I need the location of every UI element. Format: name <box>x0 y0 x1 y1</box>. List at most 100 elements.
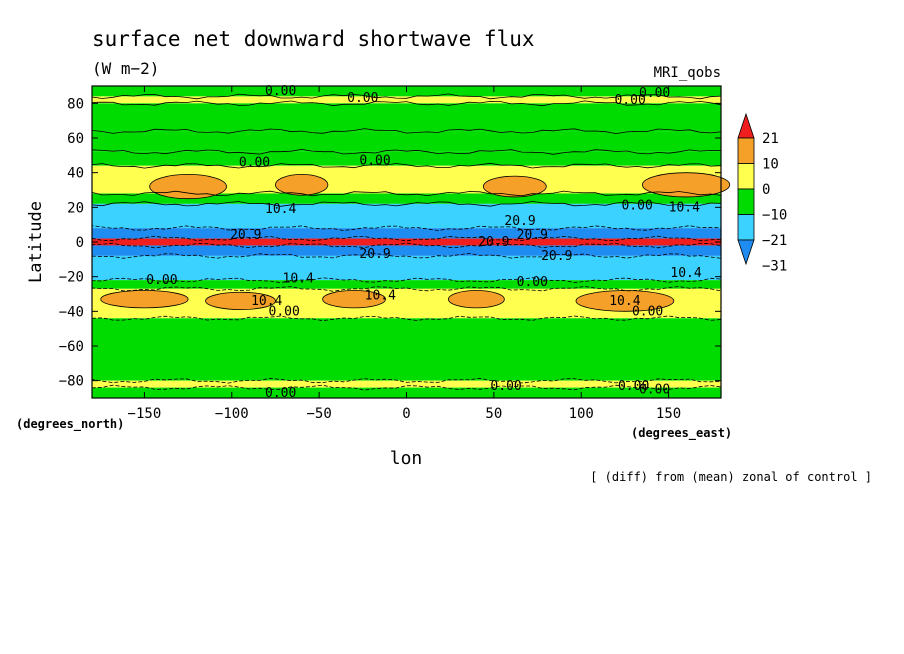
orange-patch-5 <box>205 291 276 310</box>
contour-label-21: 10.4 <box>609 294 640 309</box>
contour-label-22: 0.00 <box>269 304 300 319</box>
y-tick-label-8: −80 <box>59 374 84 390</box>
colorbar-label-5: −31 <box>762 259 787 275</box>
contour-label-13: 20.9 <box>359 247 390 262</box>
y-tick-label-6: −40 <box>59 304 84 320</box>
contour-line-7 <box>91 225 722 231</box>
contour-line-4 <box>91 162 722 169</box>
contour-label-15: 10.4 <box>283 271 314 286</box>
contour-label-14: 20.9 <box>541 249 572 264</box>
contour-label-27: 0.00 <box>265 386 296 401</box>
contour-label-9: 20.9 <box>504 214 535 229</box>
contour-label-12: 20.9 <box>517 228 548 243</box>
y-unit-label: (degrees_north) <box>16 417 124 432</box>
contour-line-15 <box>91 384 722 391</box>
contour-label-19: 10.4 <box>251 294 282 309</box>
contour-label-4: 0.00 <box>239 155 270 170</box>
contour-label-0: 0.00 <box>265 84 296 99</box>
x-axis-label: lon <box>390 448 423 469</box>
contour-label-20: 10.4 <box>365 289 396 304</box>
model-label: MRI_qobs <box>654 65 721 81</box>
contour-label-6: 0.00 <box>621 199 652 214</box>
contour-line-0 <box>91 93 722 100</box>
contour-label-5: 0.00 <box>359 154 390 169</box>
colorbar-top-arrow <box>737 112 755 139</box>
y-axis: 80 60 40 20 0 −20 −40 −60 −80 <box>59 96 721 390</box>
contour-line-3 <box>91 148 722 155</box>
contour-line-11 <box>91 277 722 284</box>
chart-title: surface net downward shortwave flux <box>92 27 535 51</box>
diff-note: [ (diff) from (mean) zonal of control ] <box>590 470 872 484</box>
band-2 <box>92 103 721 132</box>
colorbar-label-4: −21 <box>762 233 787 249</box>
colorbar-bottom-arrow <box>737 239 755 266</box>
contour-label-7: 10.4 <box>669 200 700 215</box>
orange-patch-3 <box>641 172 731 198</box>
band-11 <box>92 255 721 281</box>
y-tick-label-1: 60 <box>67 131 84 147</box>
band-3 <box>92 131 721 152</box>
band-12 <box>92 280 721 289</box>
colorbar-label-1: 10 <box>762 157 779 173</box>
band-10 <box>92 245 721 256</box>
contour-label-17: 0.00 <box>146 273 177 288</box>
x-tick-label-1: −100 <box>215 406 249 422</box>
colorbar-segment-4 <box>737 214 755 241</box>
y-tick-label-7: −60 <box>59 339 84 355</box>
contour-line-10 <box>91 253 722 259</box>
orange-patch-1 <box>275 174 329 196</box>
contour-line-6 <box>91 200 722 207</box>
colorbar-label-0: 21 <box>762 131 779 147</box>
contour-label-25: 0.00 <box>618 379 649 394</box>
band-6 <box>92 193 721 204</box>
x-tick-label-3: 0 <box>402 406 410 422</box>
orange-patch-8 <box>575 290 675 312</box>
y-tick-label-3: 20 <box>67 200 84 216</box>
colorbar-segment-3 <box>737 188 755 215</box>
band-14 <box>92 318 721 381</box>
x-unit-label: (degrees_east) <box>631 426 732 441</box>
contour-line-14 <box>91 377 722 384</box>
contour-label-18: 0.00 <box>517 275 548 290</box>
contour-line-8 <box>91 235 722 242</box>
orange-patch-2 <box>482 175 547 198</box>
x-tick-label-4: 50 <box>485 406 502 422</box>
contour-line-9 <box>91 242 722 249</box>
plot-area <box>91 86 731 398</box>
colorbar: 21 10 0 −10 −21 −31 <box>737 112 787 275</box>
band-9 <box>92 238 721 246</box>
y-axis-label: Latitude <box>26 201 46 283</box>
contour-line-12 <box>91 285 722 292</box>
contour-line-13 <box>91 315 722 322</box>
x-axis: −150 −100 −50 0 50 100 150 <box>128 86 681 422</box>
contour-label-2: 0.00 <box>614 93 645 108</box>
x-tick-label-5: 100 <box>569 406 594 422</box>
y-tick-label-0: 80 <box>67 96 84 112</box>
contour-label-11: 20.9 <box>478 235 509 250</box>
x-tick-label-6: 150 <box>656 406 681 422</box>
band-4 <box>92 151 721 166</box>
y-tick-label-4: 0 <box>76 235 84 251</box>
contour-label-24: 0.00 <box>490 379 521 394</box>
chart-units: (W m−2) <box>92 59 159 78</box>
band-15 <box>92 380 721 388</box>
contour-label-10: 20.9 <box>230 228 261 243</box>
colorbar-segment-2 <box>737 163 755 190</box>
x-tick-label-0: −150 <box>128 406 162 422</box>
colorbar-label-2: 0 <box>762 182 770 198</box>
contour-label-3: 0.00 <box>639 86 670 101</box>
band-1 <box>92 96 721 104</box>
band-7 <box>92 203 721 229</box>
contour-label-23: 0.00 <box>632 304 663 319</box>
contour-line-2 <box>91 128 722 135</box>
contour-label-1: 0.00 <box>347 91 378 106</box>
y-tick-label-5: −20 <box>59 270 84 286</box>
x-tick-label-2: −50 <box>306 406 331 422</box>
contour-line-1 <box>91 100 722 107</box>
orange-patch-6 <box>322 290 386 309</box>
contour-labels: 0.00 0.00 0.000.000.00 0.000.00 10.410.420.9… <box>146 84 702 401</box>
contour-label-16: 10.4 <box>670 266 701 281</box>
band-8 <box>92 228 721 239</box>
orange-patch-7 <box>448 290 505 309</box>
orange-patch-4 <box>100 290 189 309</box>
